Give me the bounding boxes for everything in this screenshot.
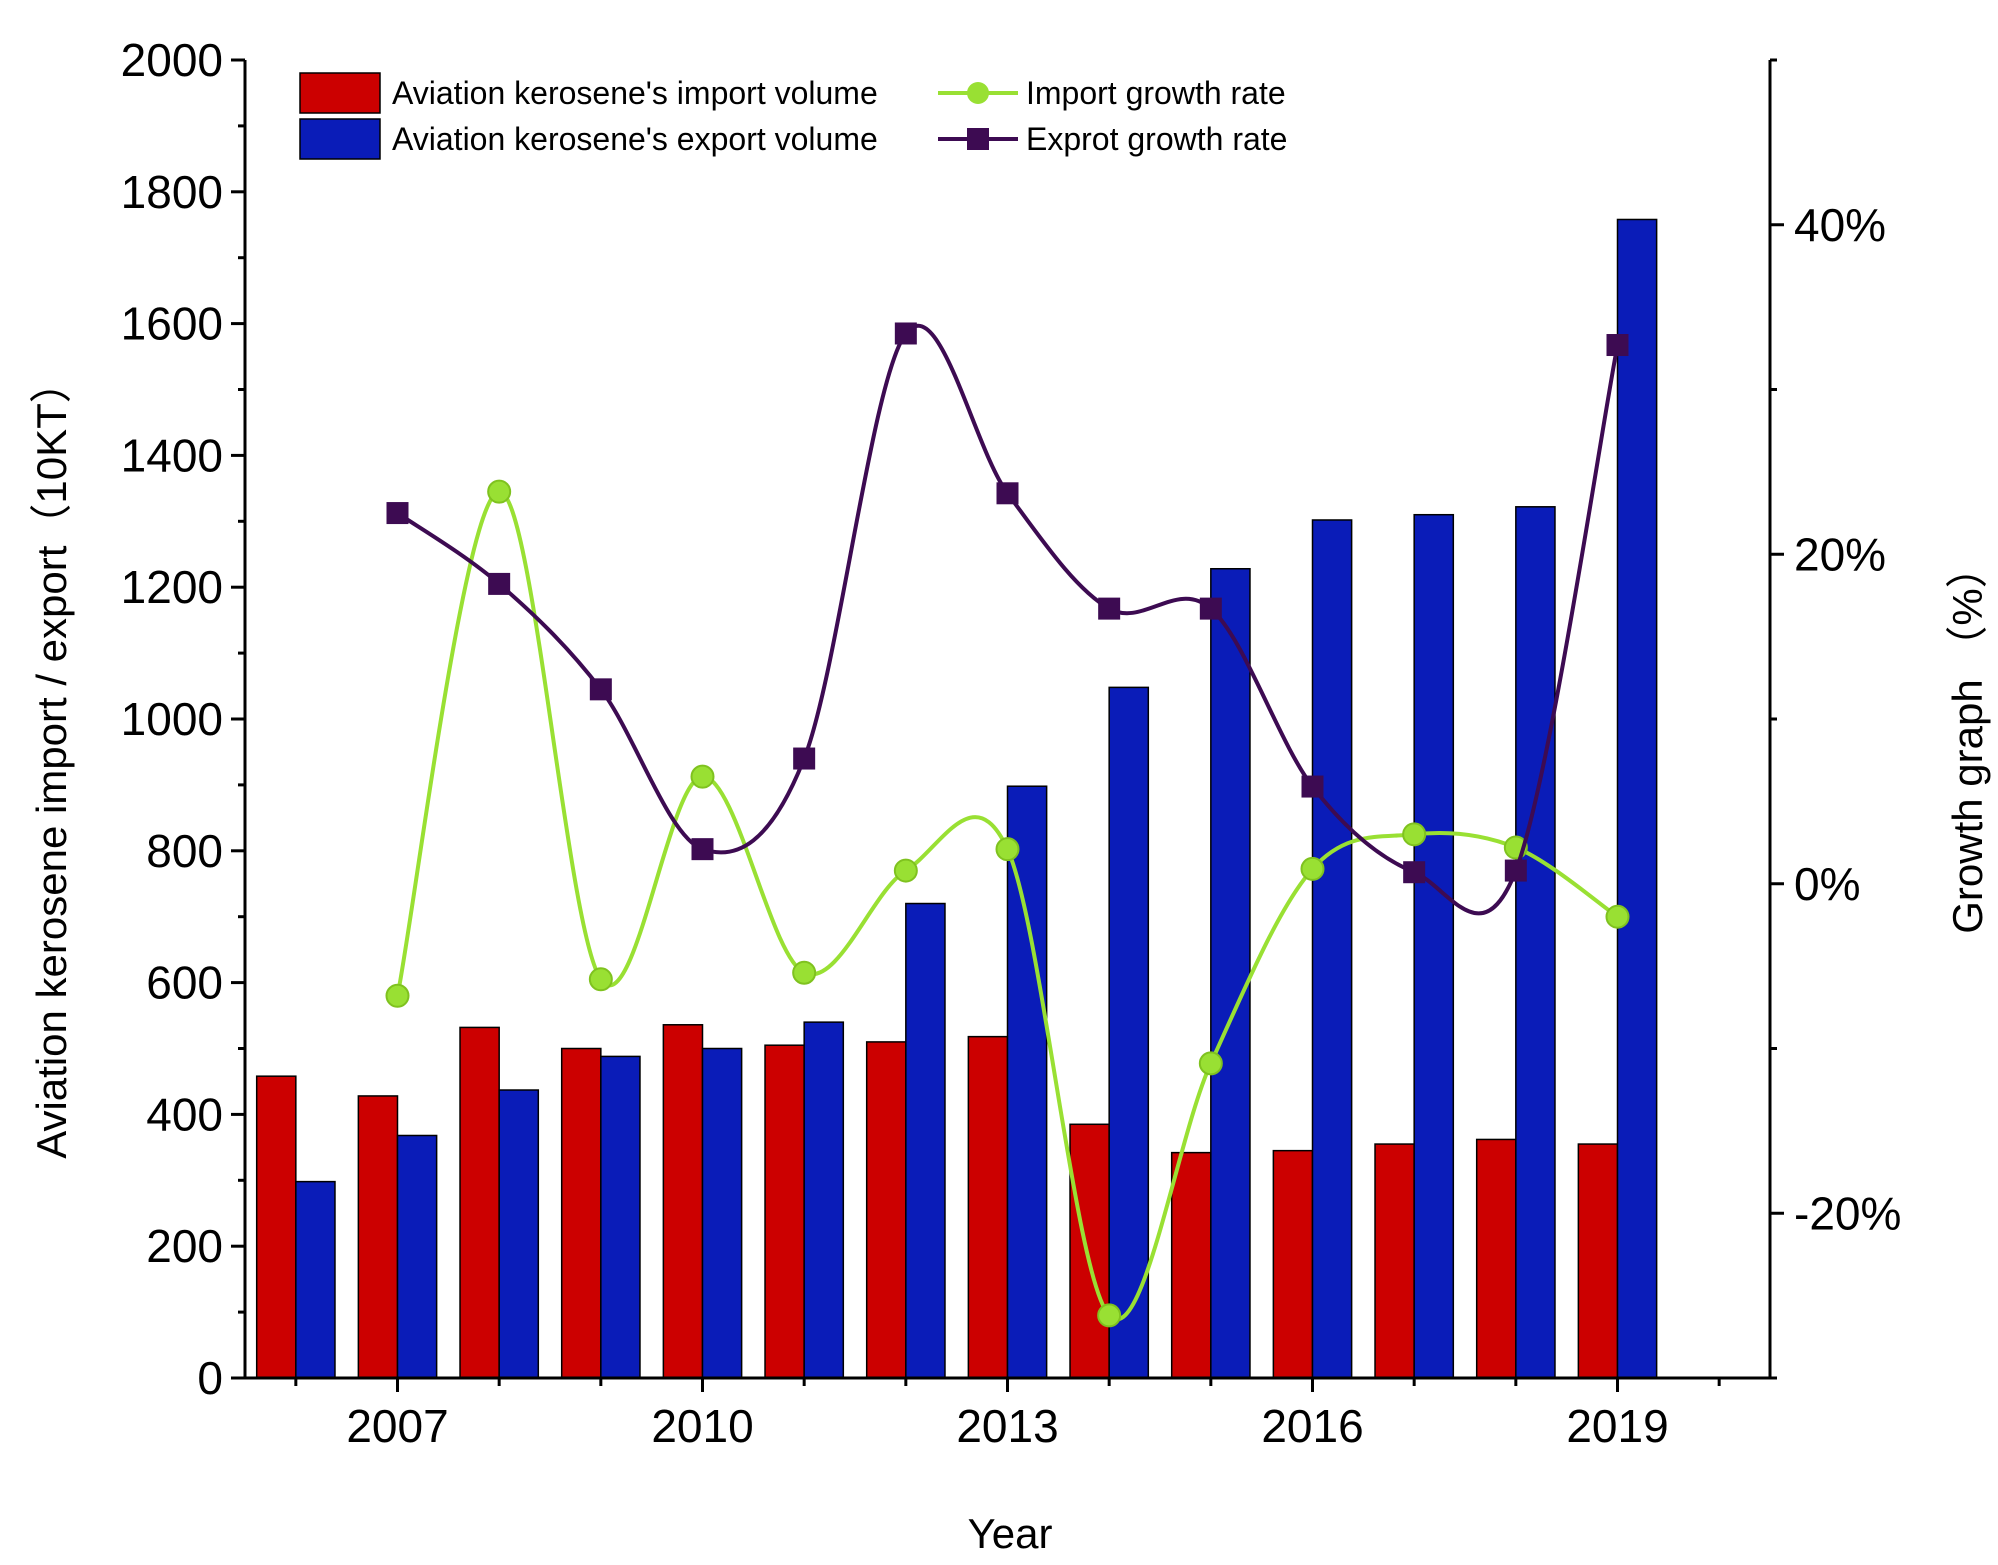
export-bar-2016: [1311, 519, 1353, 1379]
x-axis-title: Year: [968, 1510, 1053, 1557]
legend-import-growth-label: Import growth rate: [1026, 75, 1286, 111]
import-growth-point-2019: [1605, 904, 1630, 929]
import-growth-point-2008: [487, 479, 512, 504]
y2-axis-title: Growth graph （%）: [1944, 546, 1991, 933]
x-tick-label-2016: 2016: [1261, 1400, 1363, 1452]
y-tick-label-1600: 1600: [121, 298, 223, 350]
import-growth-point-2015: [1198, 1051, 1223, 1076]
export-bar-2007: [396, 1134, 438, 1379]
export-growth-point-2007: [386, 502, 409, 525]
x-tick-label-2010: 2010: [651, 1400, 753, 1452]
import-growth-point-2009: [588, 967, 613, 992]
export-bar-2008: [498, 1089, 540, 1379]
export-growth-point-2013: [996, 482, 1019, 505]
import-bar-2013: [967, 1035, 1009, 1379]
import-bar-2012: [865, 1041, 907, 1379]
y-tick-label-400: 400: [146, 1088, 223, 1140]
bars-layer: [255, 218, 1658, 1379]
export-bar-2019: [1616, 218, 1658, 1379]
legend-import-volume-label: Aviation kerosene's import volume: [392, 75, 878, 111]
legend-export-growth-swatch-marker: [967, 128, 989, 150]
import-growth-point-2010: [690, 764, 715, 789]
y-axis-title: Aviation kerosene import / export（10KT）: [28, 361, 75, 1159]
export-growth-point-2015: [1199, 597, 1222, 620]
y2-tick-label-20: 20%: [1794, 528, 1886, 580]
import-bar-2010: [662, 1024, 704, 1379]
legend-export-volume-swatch: [299, 118, 381, 160]
export-bar-2017: [1413, 513, 1455, 1379]
import-growth-point-2014: [1097, 1303, 1122, 1328]
y-tick-label-0: 0: [197, 1352, 223, 1404]
import-bar-2006: [255, 1075, 297, 1379]
import-bar-2009: [560, 1047, 602, 1379]
y2-tick-label-40: 40%: [1794, 199, 1886, 251]
export-growth-point-2018: [1504, 859, 1527, 882]
import-growth-point-2012: [893, 858, 918, 883]
import-bar-2019: [1577, 1143, 1619, 1379]
import-bar-2008: [459, 1026, 500, 1379]
import-growth-point-2007: [385, 983, 410, 1008]
import-growth-point-2011: [792, 960, 817, 985]
import-bar-2018: [1475, 1138, 1517, 1379]
y-tick-label-600: 600: [146, 957, 223, 1009]
export-bar-2006: [295, 1180, 336, 1379]
export-bar-2013: [1006, 785, 1048, 1379]
import-bar-2007: [357, 1095, 399, 1379]
import-growth-line: [395, 489, 1619, 1322]
legend: Aviation kerosene's import volume Aviatio…: [299, 72, 1287, 160]
lines-layer: [385, 322, 1630, 1328]
export-bar-2012: [905, 902, 946, 1379]
y-tick-label-1200: 1200: [121, 561, 223, 613]
export-bar-2018: [1515, 506, 1556, 1379]
y-tick-label-800: 800: [146, 825, 223, 877]
y-tick-label-200: 200: [146, 1220, 223, 1272]
legend-export-growth-label: Exprot growth rate: [1026, 121, 1287, 157]
legend-import-growth-swatch-marker: [967, 82, 989, 104]
import-growth-point-2016: [1300, 856, 1325, 881]
export-growth-point-2016: [1301, 775, 1324, 798]
export-growth-point-2008: [488, 572, 511, 595]
x-tick-label-2019: 2019: [1566, 1400, 1668, 1452]
y-tick-label-1000: 1000: [121, 693, 223, 745]
export-bar-2010: [701, 1047, 743, 1379]
y-tick-label-1400: 1400: [121, 429, 223, 481]
import-bar-2017: [1374, 1143, 1415, 1379]
y-tick-label-1800: 1800: [121, 166, 223, 218]
x-tick-label-2013: 2013: [956, 1400, 1058, 1452]
y2-tick-label--20: -20%: [1794, 1187, 1901, 1239]
legend-export-volume-label: Aviation kerosene's export volume: [392, 121, 878, 157]
y2-tick-label-0: 0%: [1794, 858, 1860, 910]
x-tick-label-2007: 2007: [346, 1400, 448, 1452]
import-bar-2011: [764, 1044, 805, 1379]
import-bar-2016: [1272, 1149, 1314, 1379]
legend-import-volume-swatch: [299, 72, 381, 114]
import-bar-2014: [1069, 1123, 1110, 1379]
import-bar-2015: [1170, 1151, 1212, 1379]
export-growth-point-2010: [691, 838, 714, 861]
export-growth-point-2012: [894, 322, 917, 345]
export-growth-point-2017: [1403, 861, 1426, 884]
export-bar-2009: [600, 1055, 641, 1379]
import-growth-point-2017: [1402, 822, 1427, 847]
export-growth-point-2014: [1098, 597, 1121, 620]
axes-layer: 0 200 400 600 800 1000 1200 1400 1600 1800 2000 -20…: [121, 34, 1902, 1452]
import-growth-point-2013: [995, 837, 1020, 862]
export-bar-2011: [803, 1021, 845, 1379]
export-growth-point-2009: [589, 678, 612, 701]
export-bar-2015: [1210, 567, 1251, 1379]
export-growth-point-2019: [1606, 334, 1629, 357]
export-bar-2014: [1108, 686, 1150, 1379]
y-tick-label-2000: 2000: [121, 34, 223, 86]
export-growth-point-2011: [793, 747, 816, 770]
